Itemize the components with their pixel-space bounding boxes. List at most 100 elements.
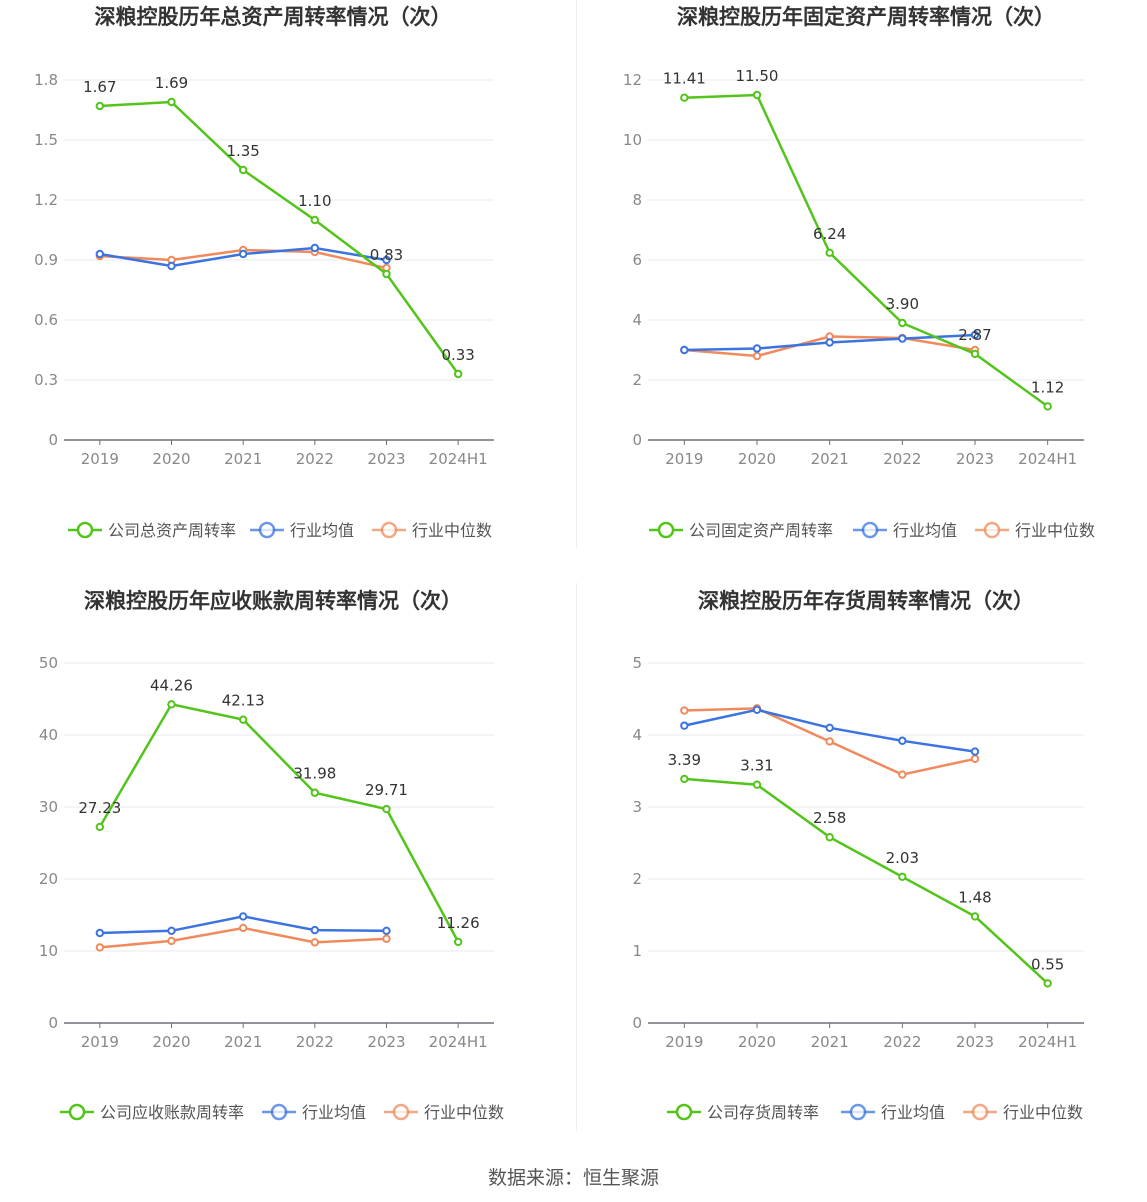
data-point [970, 912, 980, 921]
legend-label: 行业均值 [290, 521, 354, 540]
data-label: 1.69 [155, 74, 188, 92]
legend-item[interactable]: 行业均值 [250, 521, 354, 540]
series-line [99, 100, 460, 375]
data-point [825, 248, 834, 258]
data-label: 6.24 [813, 225, 846, 243]
data-point [970, 754, 980, 763]
data-label: 1.48 [958, 888, 991, 906]
data-point [95, 101, 105, 111]
legend-marker-icon [861, 521, 879, 539]
data-point [970, 349, 980, 359]
data-point [680, 721, 689, 730]
x-tick-label: 2022 [296, 1033, 334, 1051]
data-label: 2.87 [958, 326, 991, 344]
data-label: 44.26 [150, 676, 193, 694]
legend-item[interactable]: 公司应收账款周转率 [60, 1103, 244, 1122]
data-point [167, 261, 176, 271]
data-point [95, 943, 105, 952]
data-label: 2.03 [886, 849, 919, 867]
data-point [310, 215, 320, 225]
data-point [382, 934, 391, 943]
legend-item[interactable]: 行业中位数 [975, 521, 1095, 540]
chart-title: 深粮控股历年存货周转率情况（次） [698, 589, 1034, 613]
y-tick-label: 50 [39, 654, 58, 672]
legend-label: 行业中位数 [412, 521, 492, 540]
data-label: 1.35 [226, 142, 259, 160]
x-tick-label: 2019 [81, 1033, 119, 1051]
data-point [898, 770, 907, 779]
y-tick-label: 0.9 [34, 251, 58, 269]
data-label: 1.67 [83, 78, 116, 96]
data-point [167, 97, 176, 107]
legend-item[interactable]: 行业中位数 [372, 521, 492, 540]
data-point [680, 774, 689, 784]
data-point [310, 243, 320, 253]
data-point [382, 804, 391, 814]
legend-marker-icon [983, 521, 1001, 539]
x-tick-label: 2023 [956, 450, 994, 468]
x-tick-label: 2020 [738, 1033, 776, 1051]
data-point [898, 872, 907, 882]
data-label: 1.10 [298, 192, 331, 210]
data-point [453, 937, 463, 947]
chart-title: 深粮控股历年固定资产周转率情况（次） [677, 5, 1055, 29]
legend-label: 公司应收账款周转率 [100, 1103, 244, 1122]
chart-svg: 深粮控股历年固定资产周转率情况（次） 0 2 4 6 8 10 12 2019 2020 2021 2… [623, 5, 1095, 540]
legend-marker-icon [675, 1103, 693, 1121]
x-tick-label: 2019 [81, 450, 119, 468]
x-tick-label: 2021 [224, 1033, 262, 1051]
data-point [167, 936, 176, 946]
y-tick-label: 8 [632, 191, 642, 209]
legend-label: 公司固定资产周转率 [689, 521, 833, 540]
data-point [680, 706, 689, 715]
legend-item[interactable]: 行业中位数 [384, 1103, 504, 1122]
legend-marker-icon [270, 1103, 288, 1121]
data-point [752, 780, 762, 789]
data-label: 11.41 [663, 70, 706, 88]
legend-item[interactable]: 行业中位数 [963, 1103, 1083, 1122]
chart-svg: 深粮控股历年存货周转率情况（次） 0 1 2 3 4 5 2019 2020 2021 2022 20… [632, 589, 1084, 1122]
series-line [684, 93, 1049, 408]
legend-item[interactable]: 公司总资产周转率 [68, 521, 236, 540]
x-tick-label: 2020 [152, 1033, 190, 1051]
legend-item[interactable]: 行业均值 [262, 1103, 366, 1122]
data-point [898, 334, 907, 343]
legend-marker-icon [849, 1103, 867, 1121]
data-point [752, 344, 762, 353]
legend-item[interactable]: 公司存货周转率 [667, 1103, 819, 1122]
data-point [238, 249, 248, 259]
x-tick-label: 2020 [152, 450, 190, 468]
x-tick-label: 2023 [367, 450, 405, 468]
x-tick-label: 2023 [367, 1033, 405, 1051]
legend-item[interactable]: 行业均值 [841, 1103, 945, 1122]
chart-receivables-turnover: 深粮控股历年应收账款周转率情况（次） 0 10 20 30 40 50 2019 2020 202… [0, 583, 573, 1166]
data-point [310, 925, 320, 935]
x-tick-label: 2019 [665, 450, 703, 468]
data-point [238, 165, 248, 175]
y-tick-label: 40 [39, 726, 58, 744]
y-tick-label: 0 [48, 431, 58, 449]
data-point [238, 715, 248, 724]
data-label: 0.83 [370, 246, 403, 264]
data-point [167, 700, 176, 709]
y-tick-label: 30 [39, 798, 58, 816]
data-point [898, 736, 907, 745]
y-tick-label: 6 [632, 251, 642, 269]
y-tick-label: 3 [632, 798, 642, 816]
x-tick-label: 2024H1 [1018, 1033, 1077, 1051]
data-label: 0.55 [1031, 955, 1064, 973]
source-note: 数据来源：恒生聚源 [487, 1167, 659, 1189]
x-tick-label: 2021 [811, 450, 849, 468]
data-label: 31.98 [293, 765, 336, 783]
y-tick-label: 1 [632, 942, 642, 960]
data-point [95, 822, 105, 832]
y-tick-label: 10 [623, 131, 642, 149]
x-tick-label: 2020 [738, 450, 776, 468]
legend-item[interactable]: 公司固定资产周转率 [649, 521, 833, 540]
data-label: 3.31 [740, 757, 773, 775]
legend-marker-icon [258, 521, 276, 539]
data-point [1043, 979, 1052, 988]
data-point [752, 90, 762, 100]
legend-item[interactable]: 行业均值 [853, 521, 957, 540]
y-tick-label: 0.6 [34, 311, 58, 329]
